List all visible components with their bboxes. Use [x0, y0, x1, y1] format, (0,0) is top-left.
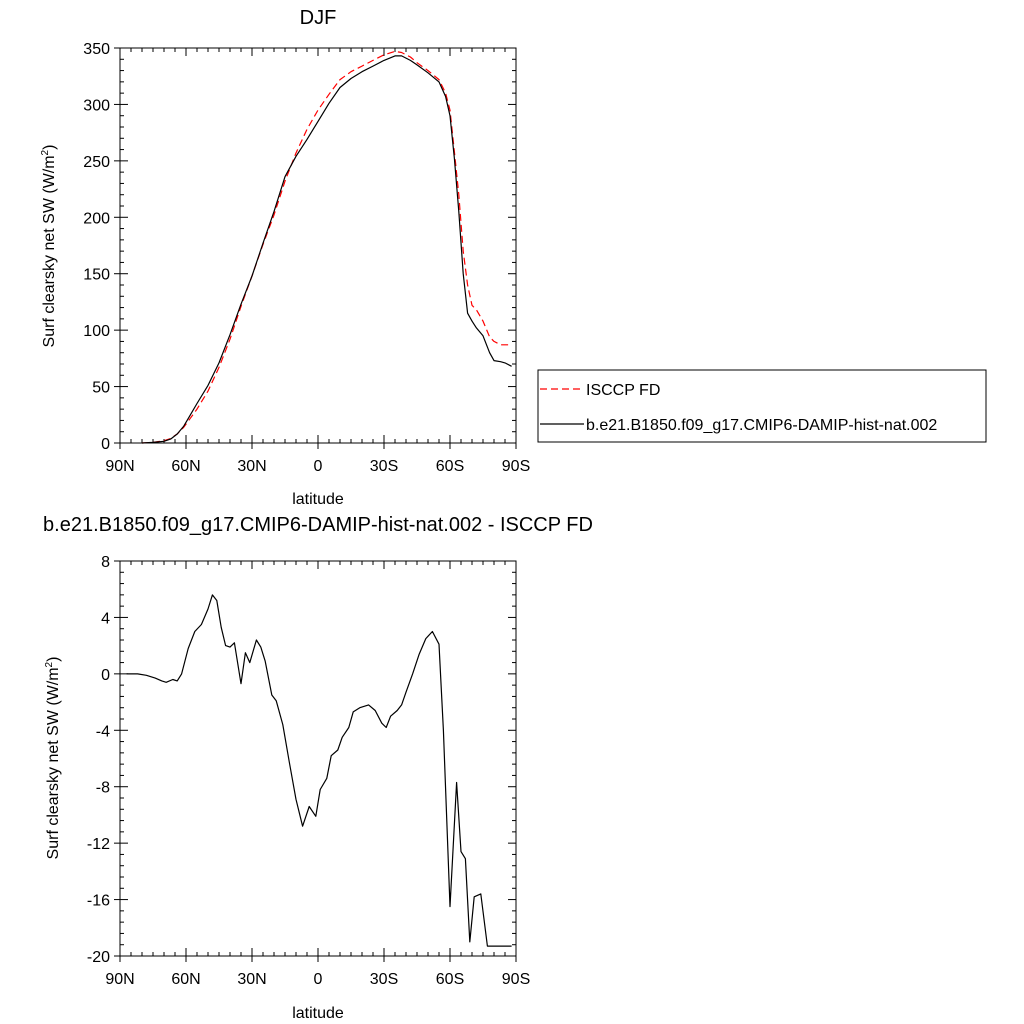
bottom-chart-y-tick-label: -8: [96, 780, 110, 797]
bottom-chart-tick-labels: 90N 60N 30N 0 30S 60S 90S -20 -16 -12 -8 -4 0 4 8: [87, 554, 530, 988]
chart-legend: ISCCP FD b.e21.B1850.f09_g17.CMIP6-DAMIP…: [537, 369, 987, 443]
top-chart-series-line-2: [141, 55, 512, 444]
bottom-chart-y-tick-label: 0: [101, 667, 110, 684]
top-chart-y-tick-label: 350: [83, 41, 110, 58]
bottom-chart-ylabel: Surf clearsky net SW (W/m2): [44, 657, 62, 860]
bottom-chart-y-tick-label: 8: [101, 554, 110, 571]
top-chart-x-tick-label: 0: [314, 458, 323, 475]
bottom-chart-x-tick-label: 90S: [502, 971, 530, 988]
bottom-chart-ylabel-close: ): [45, 657, 62, 662]
bottom-chart-x-tick-label: 60S: [436, 971, 464, 988]
bottom-chart-panel: b.e21.B1850.f09_g17.CMIP6-DAMIP-hist-nat…: [43, 514, 593, 1022]
top-chart-y-tick-label: 0: [101, 436, 110, 453]
top-chart-x-tick-label: 60S: [436, 458, 464, 475]
top-chart-x-tick-label: 30S: [370, 458, 398, 475]
bottom-chart-x-tick-label: 30S: [370, 971, 398, 988]
top-chart-y-tick-label: 300: [83, 97, 110, 114]
top-chart-x-tick-label: 30N: [237, 458, 266, 475]
legend-label-model: b.e21.B1850.f09_g17.CMIP6-DAMIP-hist-nat…: [586, 417, 937, 434]
bottom-chart-series-group: [126, 594, 512, 947]
legend-label-isccp: ISCCP FD: [586, 382, 660, 399]
bottom-chart-ticks: [114, 560, 517, 962]
bottom-chart-x-tick-label: 30N: [237, 971, 266, 988]
bottom-chart-title: b.e21.B1850.f09_g17.CMIP6-DAMIP-hist-nat…: [43, 514, 593, 536]
top-chart-ticks: [114, 47, 517, 449]
top-chart-x-tick-label: 90S: [502, 458, 530, 475]
top-chart-plot-frame: [119, 47, 517, 444]
top-chart-series-group: [141, 50, 512, 444]
bottom-chart-ylabel-sup: 2: [44, 661, 55, 667]
bottom-chart-plot-frame: [119, 560, 517, 957]
bottom-chart-x-tick-label: 90N: [105, 971, 134, 988]
top-chart-x-tick-label: 60N: [171, 458, 200, 475]
top-chart-ylabel-main: Surf clearsky net SW (W/m: [41, 155, 58, 347]
top-chart-series-line-1: [141, 50, 512, 444]
top-chart-ylabel-sup: 2: [40, 149, 51, 155]
top-chart-y-tick-label: 200: [83, 210, 110, 227]
top-chart-y-tick-label: 150: [83, 267, 110, 284]
top-chart-x-tick-label: 90N: [105, 458, 134, 475]
top-chart-ylabel-close: ): [41, 145, 58, 150]
bottom-chart-y-tick-label: -16: [87, 893, 110, 910]
bottom-chart-x-tick-label: 0: [314, 971, 323, 988]
bottom-chart-y-tick-label: -4: [96, 723, 110, 740]
top-chart-y-tick-label: 100: [83, 323, 110, 340]
bottom-chart-y-tick-label: -12: [87, 836, 110, 853]
bottom-chart-series-line-1: [126, 594, 512, 947]
top-chart-ylabel: Surf clearsky net SW (W/m2): [40, 145, 58, 348]
top-chart-title: DJF: [300, 7, 337, 29]
bottom-chart-y-tick-label: -20: [87, 949, 110, 966]
legend-box: [537, 369, 987, 443]
bottom-chart-x-tick-label: 60N: [171, 971, 200, 988]
bottom-chart-y-tick-label: 4: [101, 610, 110, 627]
top-chart-panel: DJF 90N 60N 30N 0 30S 60S 90S 0 50 100 150 200 250 30…: [40, 7, 530, 508]
top-chart-y-tick-label: 50: [92, 380, 110, 397]
top-chart-xlabel: latitude: [292, 491, 344, 508]
bottom-chart-ylabel-main: Surf clearsky net SW (W/m: [45, 667, 62, 859]
top-chart-y-tick-label: 250: [83, 154, 110, 171]
bottom-chart-xlabel: latitude: [292, 1005, 344, 1022]
top-chart-tick-labels: 90N 60N 30N 0 30S 60S 90S 0 50 100 150 200 250 300 350: [83, 41, 530, 475]
